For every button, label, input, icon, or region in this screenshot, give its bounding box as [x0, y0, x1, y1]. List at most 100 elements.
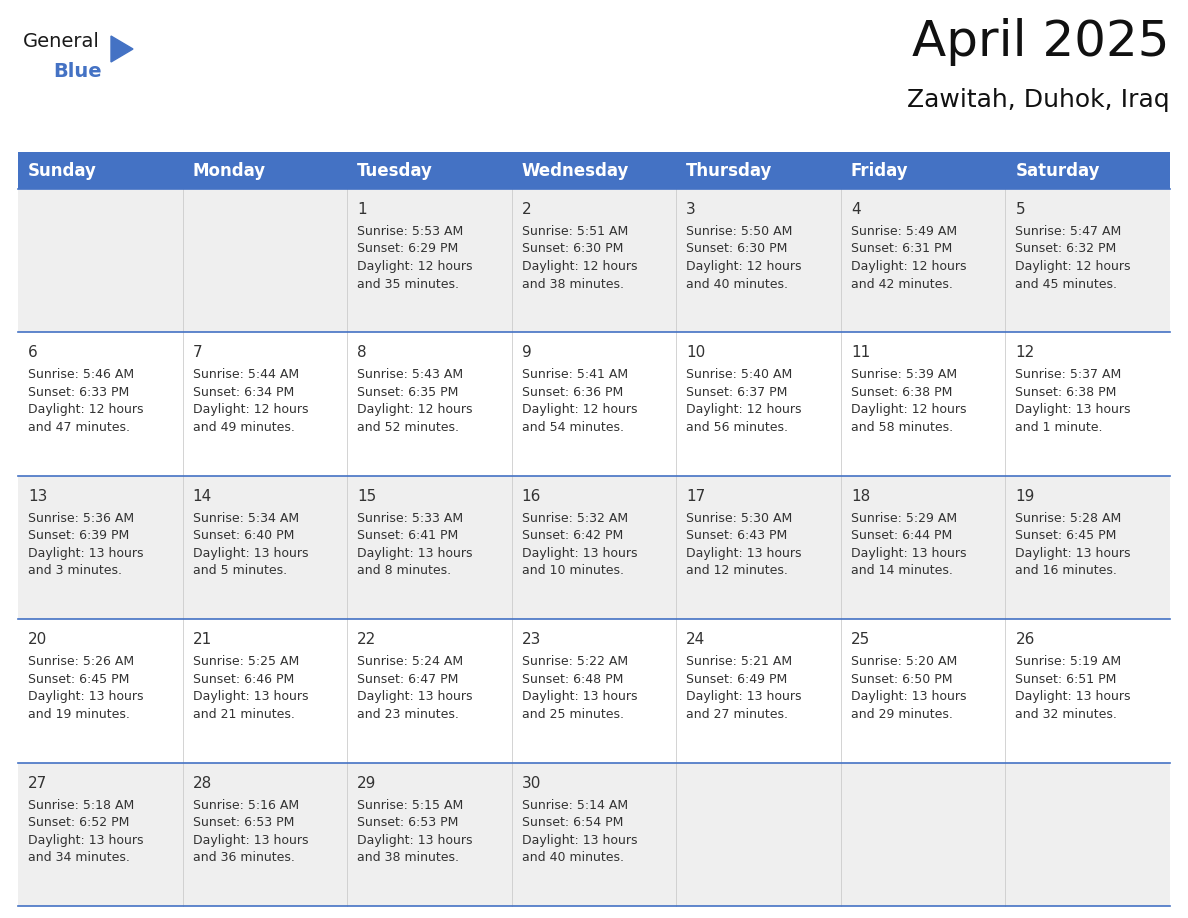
Text: Daylight: 13 hours: Daylight: 13 hours — [522, 690, 637, 703]
Text: Daylight: 13 hours: Daylight: 13 hours — [358, 547, 473, 560]
Text: and 56 minutes.: and 56 minutes. — [687, 420, 789, 434]
Text: Sunset: 6:43 PM: Sunset: 6:43 PM — [687, 530, 788, 543]
Text: and 45 minutes.: and 45 minutes. — [1016, 277, 1118, 290]
Bar — [512, 152, 676, 189]
Text: Sunrise: 5:53 AM: Sunrise: 5:53 AM — [358, 225, 463, 238]
Text: and 10 minutes.: and 10 minutes. — [522, 565, 624, 577]
Text: and 42 minutes.: and 42 minutes. — [851, 277, 953, 290]
Text: Sunset: 6:36 PM: Sunset: 6:36 PM — [522, 386, 623, 399]
Text: 20: 20 — [29, 633, 48, 647]
Text: and 34 minutes.: and 34 minutes. — [29, 851, 129, 864]
Text: Sunrise: 5:14 AM: Sunrise: 5:14 AM — [522, 799, 627, 812]
Text: Daylight: 13 hours: Daylight: 13 hours — [29, 690, 144, 703]
Text: Sunrise: 5:22 AM: Sunrise: 5:22 AM — [522, 655, 627, 668]
Text: Sunrise: 5:49 AM: Sunrise: 5:49 AM — [851, 225, 958, 238]
Text: and 47 minutes.: and 47 minutes. — [29, 420, 129, 434]
Text: Sunrise: 5:29 AM: Sunrise: 5:29 AM — [851, 512, 958, 525]
Text: and 19 minutes.: and 19 minutes. — [29, 708, 129, 721]
Text: Daylight: 12 hours: Daylight: 12 hours — [687, 403, 802, 417]
Text: Wednesday: Wednesday — [522, 162, 630, 180]
Text: Daylight: 12 hours: Daylight: 12 hours — [358, 260, 473, 273]
Text: 22: 22 — [358, 633, 377, 647]
Text: 1: 1 — [358, 202, 367, 217]
Text: Daylight: 12 hours: Daylight: 12 hours — [358, 403, 473, 417]
Text: and 21 minutes.: and 21 minutes. — [192, 708, 295, 721]
Text: Sunrise: 5:36 AM: Sunrise: 5:36 AM — [29, 512, 134, 525]
Text: 26: 26 — [1016, 633, 1035, 647]
Text: 10: 10 — [687, 345, 706, 361]
Text: Sunrise: 5:50 AM: Sunrise: 5:50 AM — [687, 225, 792, 238]
Text: and 27 minutes.: and 27 minutes. — [687, 708, 789, 721]
Text: Sunset: 6:38 PM: Sunset: 6:38 PM — [851, 386, 953, 399]
Text: Monday: Monday — [192, 162, 266, 180]
Text: Daylight: 13 hours: Daylight: 13 hours — [1016, 403, 1131, 417]
Text: Sunset: 6:41 PM: Sunset: 6:41 PM — [358, 530, 459, 543]
Text: and 3 minutes.: and 3 minutes. — [29, 565, 122, 577]
Text: Sunset: 6:44 PM: Sunset: 6:44 PM — [851, 530, 952, 543]
Text: 16: 16 — [522, 488, 541, 504]
Text: 21: 21 — [192, 633, 211, 647]
Text: 3: 3 — [687, 202, 696, 217]
Text: Daylight: 12 hours: Daylight: 12 hours — [1016, 260, 1131, 273]
Text: and 40 minutes.: and 40 minutes. — [687, 277, 789, 290]
Polygon shape — [110, 36, 133, 62]
Text: 18: 18 — [851, 488, 870, 504]
Text: Daylight: 13 hours: Daylight: 13 hours — [522, 834, 637, 846]
Text: Sunrise: 5:21 AM: Sunrise: 5:21 AM — [687, 655, 792, 668]
Text: and 58 minutes.: and 58 minutes. — [851, 420, 953, 434]
Text: Sunset: 6:47 PM: Sunset: 6:47 PM — [358, 673, 459, 686]
Text: Sunrise: 5:30 AM: Sunrise: 5:30 AM — [687, 512, 792, 525]
Text: Sunrise: 5:46 AM: Sunrise: 5:46 AM — [29, 368, 134, 381]
Text: Sunday: Sunday — [29, 162, 97, 180]
Text: and 12 minutes.: and 12 minutes. — [687, 565, 788, 577]
Text: Sunset: 6:46 PM: Sunset: 6:46 PM — [192, 673, 293, 686]
Text: Sunset: 6:37 PM: Sunset: 6:37 PM — [687, 386, 788, 399]
Text: Daylight: 13 hours: Daylight: 13 hours — [687, 690, 802, 703]
Bar — [18, 476, 1170, 620]
Text: and 38 minutes.: and 38 minutes. — [522, 277, 624, 290]
Text: April 2025: April 2025 — [912, 18, 1170, 66]
Text: 23: 23 — [522, 633, 541, 647]
Text: Sunset: 6:54 PM: Sunset: 6:54 PM — [522, 816, 623, 829]
Text: Sunrise: 5:15 AM: Sunrise: 5:15 AM — [358, 799, 463, 812]
Text: 15: 15 — [358, 488, 377, 504]
Text: and 25 minutes.: and 25 minutes. — [522, 708, 624, 721]
Bar — [18, 189, 1170, 332]
Text: Daylight: 12 hours: Daylight: 12 hours — [29, 403, 144, 417]
Text: Sunset: 6:50 PM: Sunset: 6:50 PM — [851, 673, 953, 686]
Text: Sunset: 6:32 PM: Sunset: 6:32 PM — [1016, 242, 1117, 255]
Text: Sunset: 6:38 PM: Sunset: 6:38 PM — [1016, 386, 1117, 399]
Text: Sunrise: 5:28 AM: Sunrise: 5:28 AM — [1016, 512, 1121, 525]
Text: Sunset: 6:45 PM: Sunset: 6:45 PM — [29, 673, 129, 686]
Text: Sunrise: 5:32 AM: Sunrise: 5:32 AM — [522, 512, 627, 525]
Text: 24: 24 — [687, 633, 706, 647]
Text: Daylight: 12 hours: Daylight: 12 hours — [522, 403, 637, 417]
Text: Zawitah, Duhok, Iraq: Zawitah, Duhok, Iraq — [908, 88, 1170, 112]
Text: Daylight: 13 hours: Daylight: 13 hours — [522, 547, 637, 560]
Text: 28: 28 — [192, 776, 211, 790]
Text: General: General — [23, 32, 100, 51]
Text: Sunset: 6:49 PM: Sunset: 6:49 PM — [687, 673, 788, 686]
Text: 11: 11 — [851, 345, 870, 361]
Text: Thursday: Thursday — [687, 162, 772, 180]
Text: Sunrise: 5:20 AM: Sunrise: 5:20 AM — [851, 655, 958, 668]
Text: Sunset: 6:33 PM: Sunset: 6:33 PM — [29, 386, 129, 399]
Text: Tuesday: Tuesday — [358, 162, 432, 180]
Text: Sunrise: 5:25 AM: Sunrise: 5:25 AM — [192, 655, 299, 668]
Bar — [18, 332, 1170, 476]
Text: Daylight: 13 hours: Daylight: 13 hours — [192, 834, 308, 846]
Text: and 14 minutes.: and 14 minutes. — [851, 565, 953, 577]
Text: 13: 13 — [29, 488, 48, 504]
Bar — [676, 152, 841, 189]
Text: Sunrise: 5:37 AM: Sunrise: 5:37 AM — [1016, 368, 1121, 381]
Bar — [18, 763, 1170, 906]
Text: and 35 minutes.: and 35 minutes. — [358, 277, 459, 290]
Text: Sunrise: 5:26 AM: Sunrise: 5:26 AM — [29, 655, 134, 668]
Text: Saturday: Saturday — [1016, 162, 1100, 180]
Text: and 32 minutes.: and 32 minutes. — [1016, 708, 1117, 721]
Text: 8: 8 — [358, 345, 367, 361]
Text: 9: 9 — [522, 345, 531, 361]
Text: Daylight: 13 hours: Daylight: 13 hours — [1016, 547, 1131, 560]
Text: Daylight: 12 hours: Daylight: 12 hours — [851, 403, 966, 417]
Text: Friday: Friday — [851, 162, 909, 180]
